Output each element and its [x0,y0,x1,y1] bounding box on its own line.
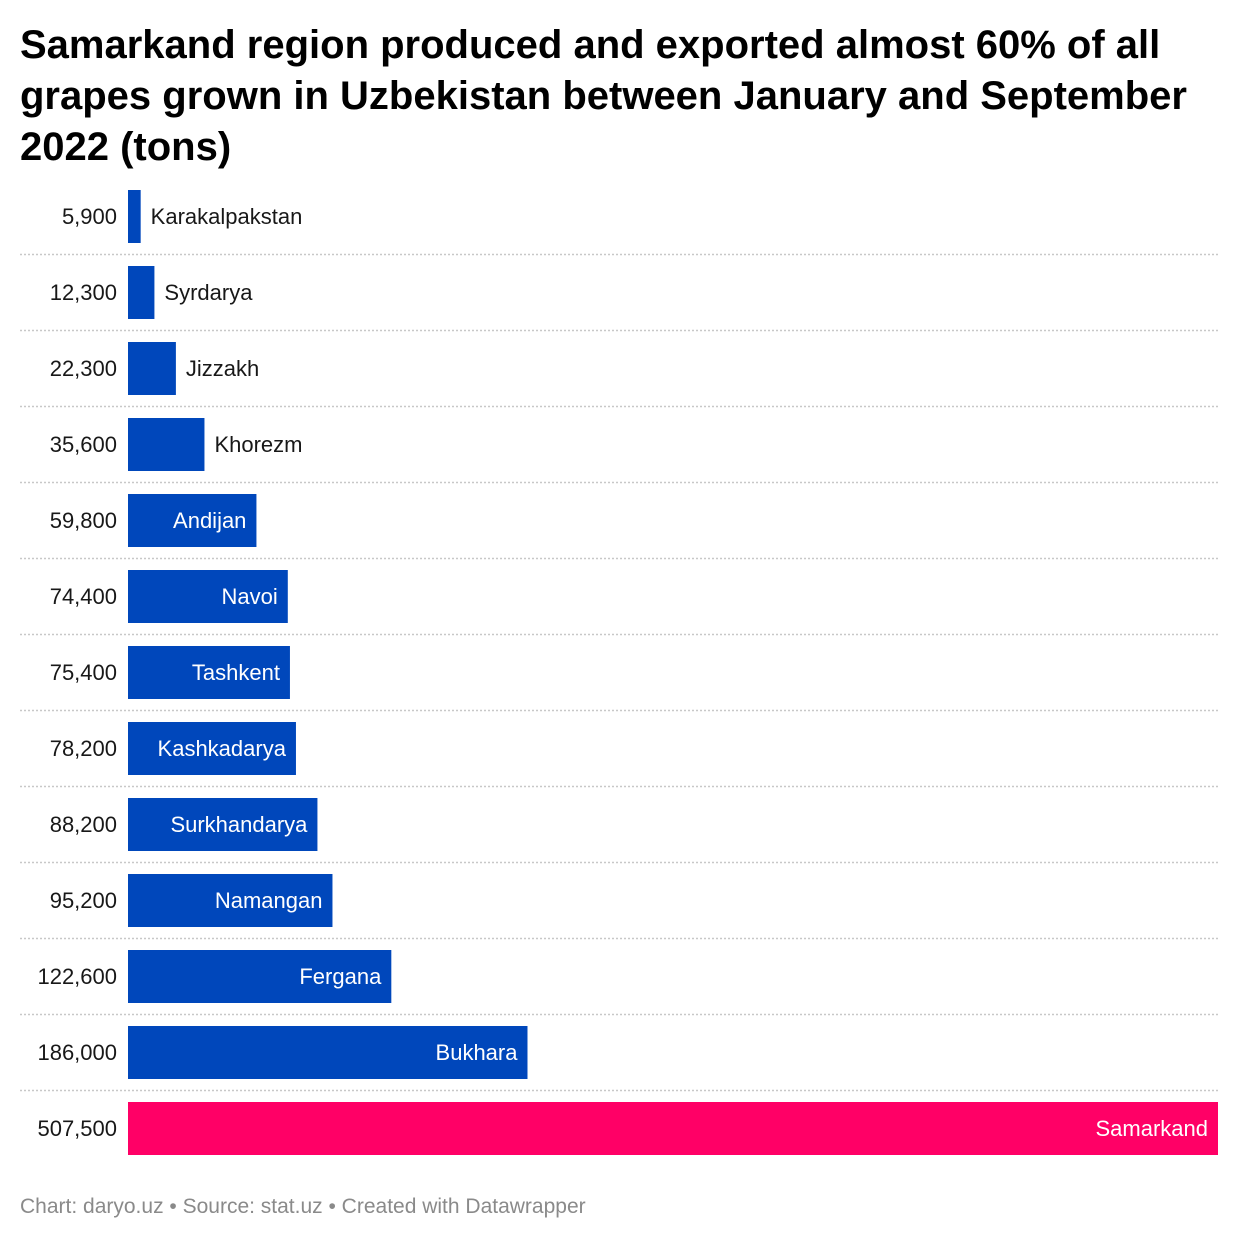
value-label: 95,200 [50,888,117,913]
value-label: 88,200 [50,812,117,837]
value-label: 12,300 [50,280,117,305]
bar-fergana [128,950,392,1003]
value-label: 78,200 [50,736,117,761]
category-label: Bukhara [436,1040,519,1065]
bar-karakalpakstan [128,190,141,243]
bar-tashkent [128,646,290,699]
bar-khorezm [128,418,205,471]
category-label: Jizzakh [186,356,259,381]
value-label: 22,300 [50,356,117,381]
value-label: 5,900 [62,204,117,229]
category-label: Namangan [215,888,323,913]
category-label: Tashkent [192,660,280,685]
category-label: Kashkadarya [158,736,287,761]
category-label: Navoi [222,584,278,609]
value-label: 186,000 [37,1040,117,1065]
value-label: 35,600 [50,432,117,457]
bars-group [128,190,1218,1155]
category-label: Andijan [173,508,246,533]
value-label: 122,600 [37,964,117,989]
labels-group: 5,900 Karakalpakstan 12,300 Syrdarya 22,300 J… [37,204,1208,1141]
category-label: Surkhandarya [170,812,308,837]
value-label: 75,400 [50,660,117,685]
bar-kashkadarya [128,722,296,775]
bar-syrdarya [128,266,155,319]
bar-namangan [128,874,333,927]
category-label: Fergana [299,964,382,989]
category-label: Karakalpakstan [151,204,303,229]
bar-surkhandarya [128,798,318,851]
bar-andijan [128,494,257,547]
bar-navoi [128,570,288,623]
category-label: Khorezm [214,432,302,457]
value-label: 74,400 [50,584,117,609]
category-label: Syrdarya [164,280,253,305]
chart-footer: Chart: daryo.uz • Source: stat.uz • Crea… [20,1195,586,1218]
bar-bukhara [128,1026,528,1079]
chart-title: Samarkand region produced and exported a… [20,23,1187,169]
bar-jizzakh [128,342,176,395]
value-label: 59,800 [50,508,117,533]
category-label: Samarkand [1095,1116,1208,1141]
bar-samarkand [128,1102,1218,1155]
value-label: 507,500 [37,1116,117,1141]
